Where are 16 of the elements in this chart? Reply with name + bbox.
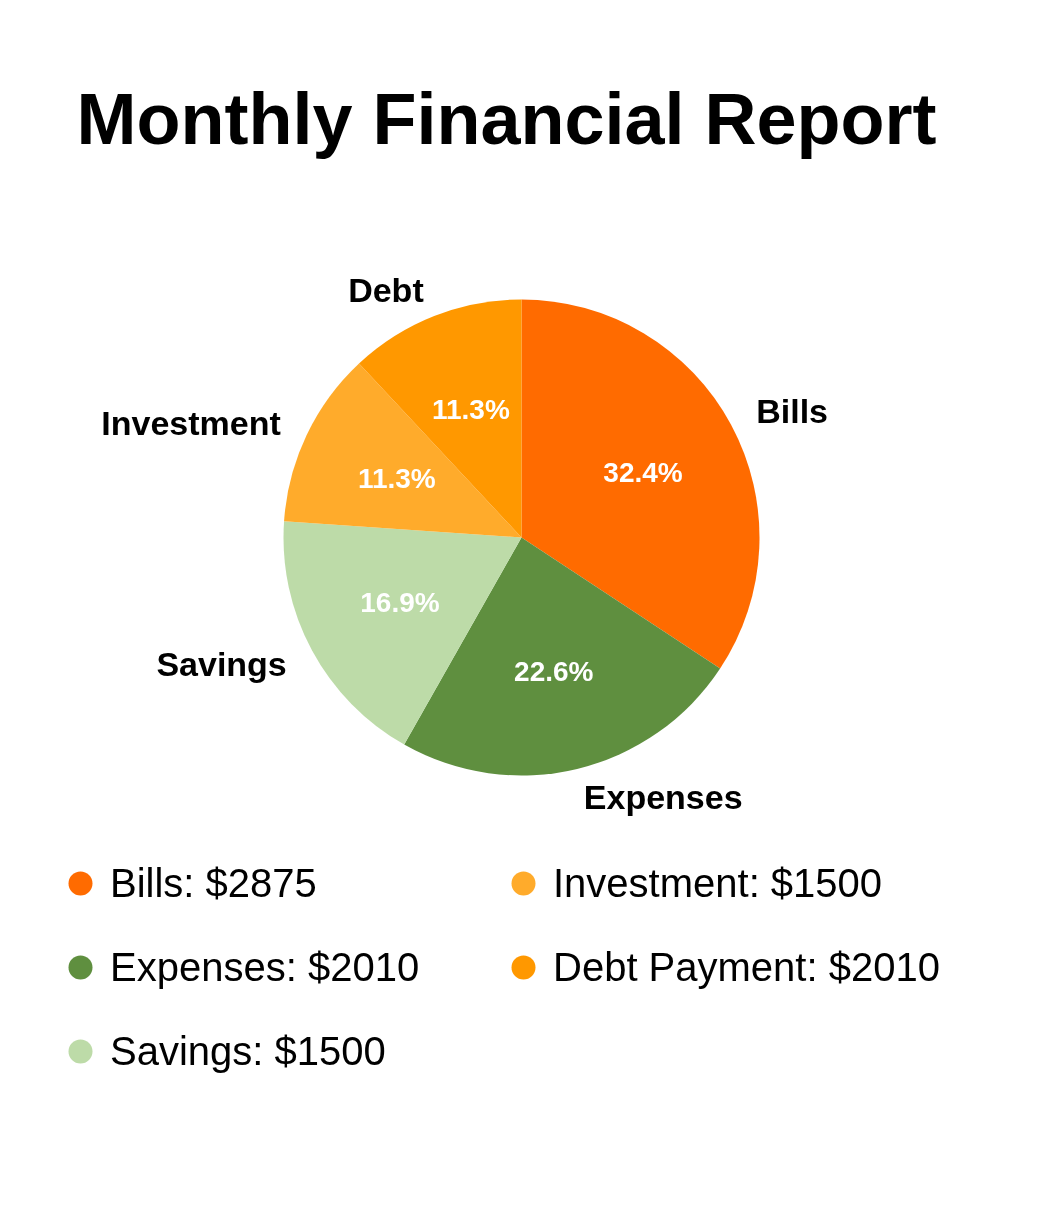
text: Debt [348, 270, 424, 309]
text: Investment [101, 404, 281, 443]
legend-label: Investment: $1500 [553, 859, 883, 907]
legend-label: Debt Payment: $2010 [553, 943, 940, 991]
legend-label: Bills: $2875 [110, 859, 317, 907]
text: Bills [756, 392, 829, 431]
data-label: 11.3% [431, 393, 510, 425]
legend-label: Savings: $1500 [110, 1027, 386, 1075]
data-label: 16.9% [360, 587, 440, 619]
data-label: 11.3% [357, 462, 436, 494]
legend-label: Expenses: $2010 [110, 943, 420, 991]
data-label: 32.4% [603, 456, 683, 488]
chart-title: Monthly Financial Report [76, 78, 937, 159]
text: Expenses [583, 777, 743, 816]
data-label: 22.6% [514, 656, 594, 688]
text: Savings [156, 644, 287, 683]
